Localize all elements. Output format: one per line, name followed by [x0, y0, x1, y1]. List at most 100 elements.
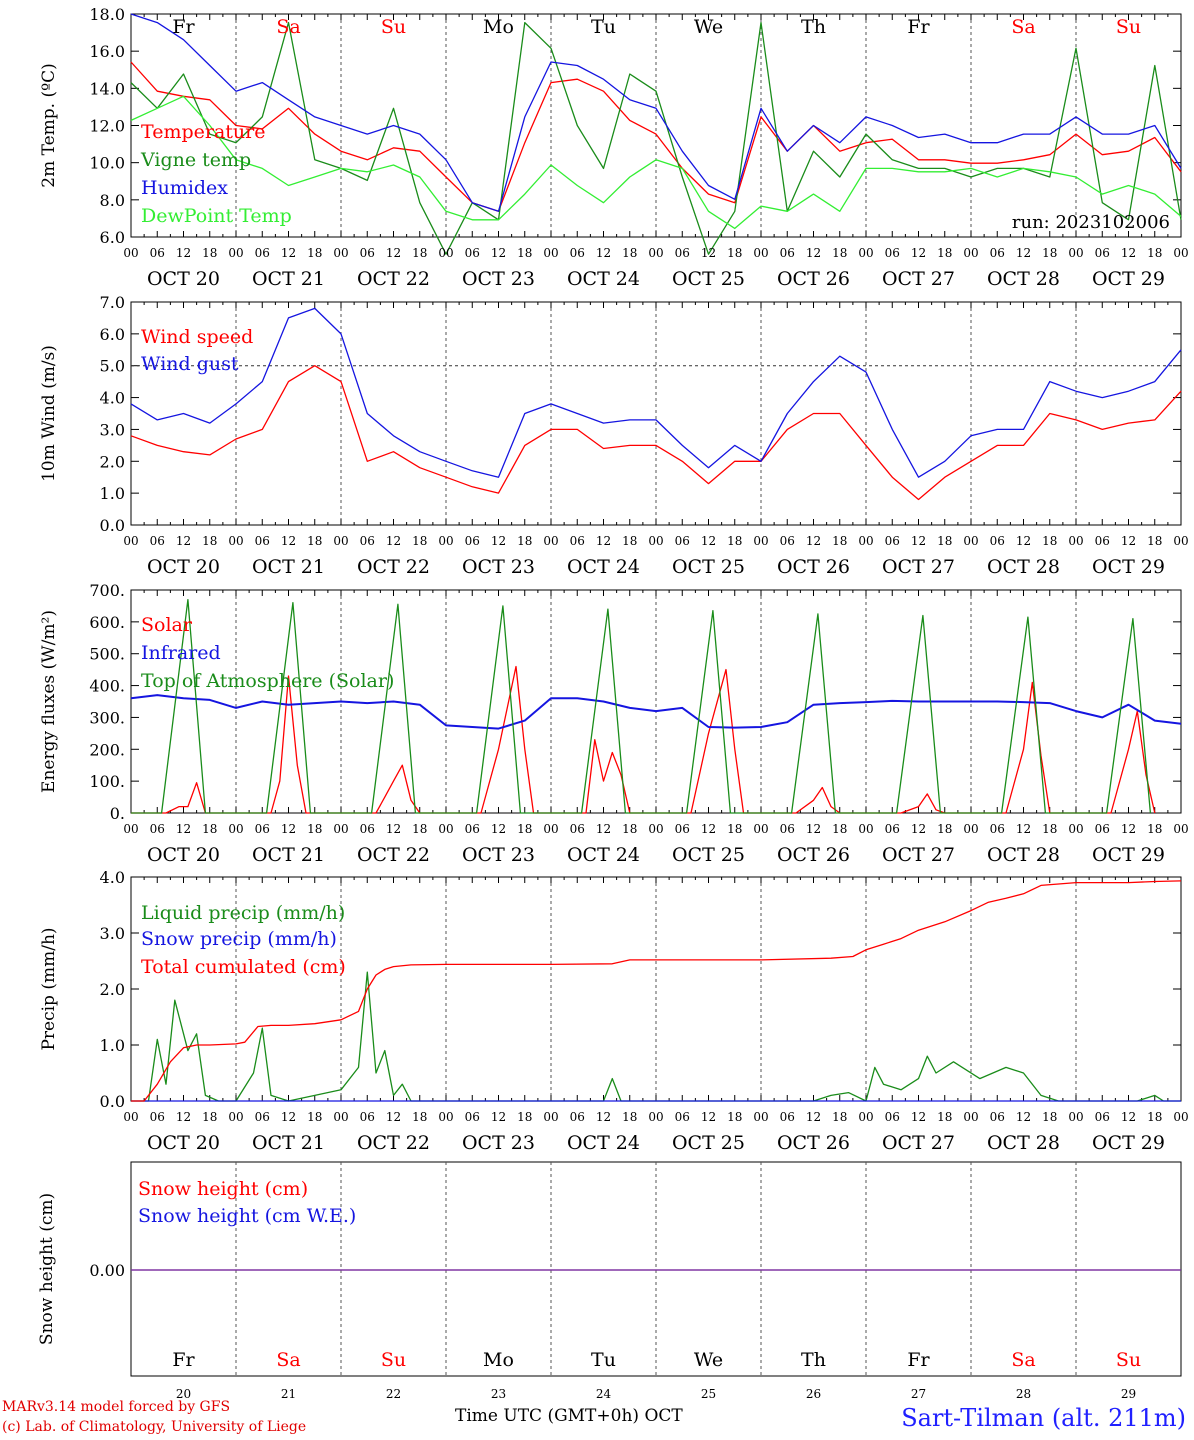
hour-tick-label: 18 — [937, 534, 952, 548]
y-tick-label: 1.0 — [100, 1036, 125, 1055]
hour-tick-label: 12 — [281, 534, 296, 548]
day-label: OCT 27 — [882, 268, 955, 290]
hour-tick-label: 12 — [1016, 246, 1031, 260]
hour-tick-label: 00 — [1068, 822, 1083, 836]
hour-tick-label: 00 — [858, 822, 873, 836]
day-label: OCT 25 — [672, 844, 745, 866]
hour-tick-label: 06 — [570, 1110, 585, 1124]
day-label: OCT 21 — [252, 1132, 325, 1154]
legend-entry: DewPoint Temp — [141, 205, 292, 227]
hour-tick-label: 00 — [648, 822, 663, 836]
day-label: OCT 25 — [672, 268, 745, 290]
hour-tick-label: 18 — [1042, 534, 1057, 548]
hour-tick-label: 18 — [1147, 1110, 1162, 1124]
hour-tick-label: 18 — [622, 1110, 637, 1124]
day-label: OCT 26 — [777, 268, 850, 290]
day-label: OCT 21 — [252, 844, 325, 866]
hour-tick-label: 18 — [727, 1110, 742, 1124]
hour-tick-label: 06 — [780, 534, 795, 548]
hour-tick-label: 00 — [1068, 246, 1083, 260]
day-label: OCT 24 — [567, 1132, 640, 1154]
hour-tick-label: 18 — [622, 534, 637, 548]
hour-tick-label: 00 — [123, 1110, 138, 1124]
hour-tick-label: 12 — [386, 1110, 401, 1124]
y-tick-label: 1.0 — [100, 484, 125, 503]
hour-tick-label: 18 — [517, 822, 532, 836]
hour-tick-label: 12 — [806, 534, 821, 548]
day-label: OCT 20 — [147, 1132, 220, 1154]
hour-tick-label: 18 — [202, 246, 217, 260]
hour-tick-label: 12 — [386, 822, 401, 836]
day-label: OCT 27 — [882, 844, 955, 866]
hour-tick-label: 12 — [911, 822, 926, 836]
day-number-label: 28 — [1016, 1387, 1031, 1401]
lab-credit: (c) Lab. of Climatology, University of L… — [2, 1419, 307, 1435]
legend-entry: Total cumulated (cm) — [141, 956, 346, 978]
hour-tick-label: 18 — [412, 246, 427, 260]
day-label: OCT 22 — [357, 556, 430, 578]
y-tick-label: 3.0 — [100, 420, 125, 439]
weekday-label: We — [694, 16, 723, 38]
hour-tick-label: 00 — [438, 246, 453, 260]
hour-tick-label: 12 — [176, 822, 191, 836]
hour-tick-label: 06 — [675, 1110, 690, 1124]
hour-tick-label: 12 — [596, 534, 611, 548]
hour-tick-label: 06 — [255, 534, 270, 548]
hour-tick-label: 00 — [753, 1110, 768, 1124]
hour-tick-label: 18 — [202, 1110, 217, 1124]
hour-tick-label: 00 — [1173, 246, 1188, 260]
day-label: OCT 23 — [462, 844, 535, 866]
hour-tick-label: 06 — [360, 246, 375, 260]
hour-tick-label: 00 — [333, 1110, 348, 1124]
hour-tick-label: 06 — [885, 246, 900, 260]
y-tick-label: 700. — [89, 581, 125, 600]
hour-tick-label: 06 — [465, 822, 480, 836]
y-tick-label: 8.0 — [100, 191, 125, 210]
hour-tick-label: 06 — [675, 822, 690, 836]
day-label: OCT 24 — [567, 556, 640, 578]
hour-tick-label: 06 — [990, 246, 1005, 260]
hour-tick-label: 06 — [255, 1110, 270, 1124]
hour-tick-label: 18 — [307, 822, 322, 836]
hour-tick-label: 12 — [911, 534, 926, 548]
day-label: OCT 27 — [882, 556, 955, 578]
y-tick-label: 2.0 — [100, 980, 125, 999]
hour-tick-label: 12 — [701, 1110, 716, 1124]
hour-tick-label: 06 — [360, 534, 375, 548]
hour-tick-label: 00 — [1173, 822, 1188, 836]
hour-tick-label: 18 — [727, 246, 742, 260]
hour-tick-label: 06 — [570, 822, 585, 836]
legend-entry: Wind gust — [141, 353, 239, 375]
plot-frame — [130, 13, 1182, 238]
hour-tick-label: 00 — [648, 534, 663, 548]
hour-tick-label: 12 — [491, 534, 506, 548]
y-tick-label: 4.0 — [100, 868, 125, 887]
day-label: OCT 21 — [252, 556, 325, 578]
hour-tick-label: 00 — [648, 1110, 663, 1124]
hour-tick-label: 18 — [517, 1110, 532, 1124]
hour-tick-label: 00 — [123, 822, 138, 836]
hour-tick-label: 18 — [412, 1110, 427, 1124]
hour-tick-label: 06 — [465, 1110, 480, 1124]
model-credit: MARv3.14 model forced by GFS — [2, 1399, 231, 1415]
series-line-solar — [131, 665, 1156, 814]
hour-tick-label: 00 — [333, 246, 348, 260]
hour-tick-label: 12 — [281, 246, 296, 260]
day-number-label: 20 — [176, 1387, 191, 1401]
hour-tick-label: 00 — [438, 822, 453, 836]
y-tick-label: 4.0 — [100, 389, 125, 408]
hour-tick-label: 12 — [491, 1110, 506, 1124]
day-label: OCT 29 — [1092, 844, 1165, 866]
y-tick-label: 500. — [89, 645, 125, 664]
y-tick-label: 18.0 — [89, 5, 125, 24]
weekday-label: Fr — [172, 1349, 195, 1371]
hour-tick-label: 18 — [622, 246, 637, 260]
y-tick-label: 600. — [89, 613, 125, 632]
y-axis-title: 10m Wind (m/s) — [39, 345, 59, 482]
hour-tick-label: 06 — [150, 822, 165, 836]
weekday-label: Sa — [1011, 1349, 1035, 1371]
weekday-label: Mo — [483, 16, 514, 38]
hour-tick-label: 06 — [1095, 1110, 1110, 1124]
day-number-label: 26 — [806, 1387, 821, 1401]
y-tick-label: 7.0 — [100, 293, 125, 312]
